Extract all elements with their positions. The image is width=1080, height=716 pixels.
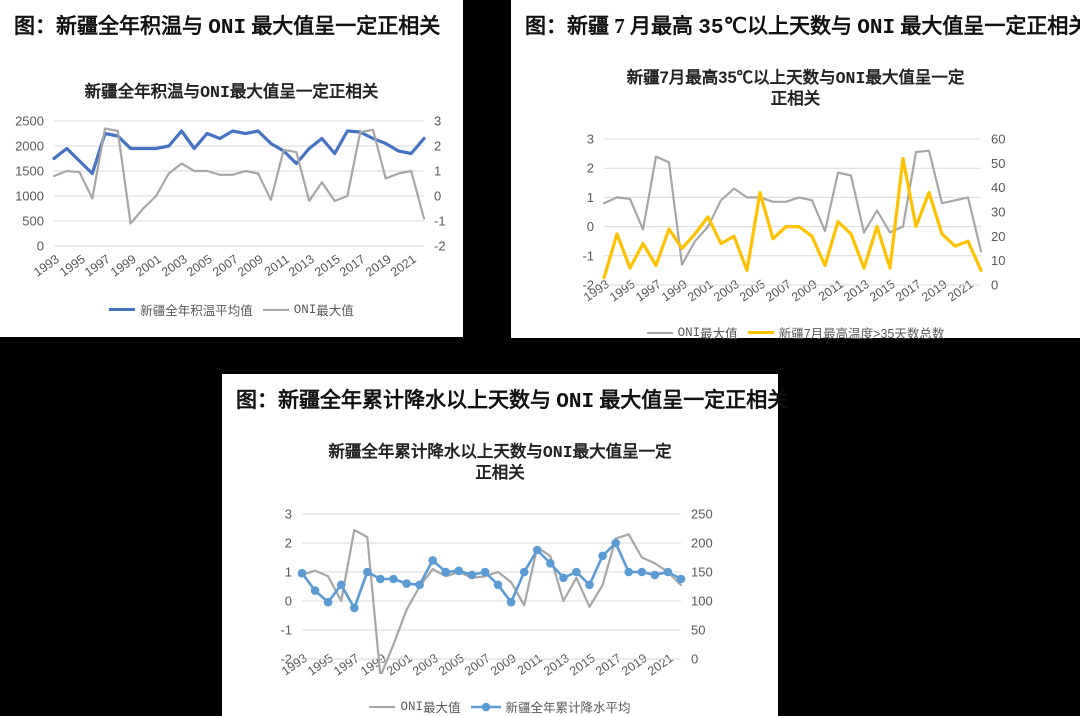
svg-text:1: 1 — [434, 164, 441, 179]
svg-text:-1: -1 — [582, 248, 594, 263]
svg-text:1000: 1000 — [15, 189, 44, 204]
svg-text:500: 500 — [22, 214, 44, 229]
svg-text:3: 3 — [434, 114, 441, 129]
svg-text:0: 0 — [691, 652, 698, 667]
svg-text:20: 20 — [991, 229, 1005, 244]
svg-text:0: 0 — [587, 219, 594, 234]
svg-text:50: 50 — [991, 156, 1005, 171]
svg-text:3: 3 — [587, 132, 594, 147]
svg-text:2: 2 — [285, 536, 292, 551]
svg-text:10: 10 — [991, 253, 1005, 268]
svg-text:2: 2 — [434, 139, 441, 154]
svg-text:-1: -1 — [434, 214, 446, 229]
svg-text:40: 40 — [991, 180, 1005, 195]
svg-text:250: 250 — [691, 507, 713, 522]
svg-text:0: 0 — [285, 594, 292, 609]
svg-text:200: 200 — [691, 536, 713, 551]
svg-text:2000: 2000 — [15, 139, 44, 154]
svg-text:-1: -1 — [280, 623, 292, 638]
svg-text:3: 3 — [285, 507, 292, 522]
svg-text:150: 150 — [691, 565, 713, 580]
svg-text:2: 2 — [587, 161, 594, 176]
svg-text:1500: 1500 — [15, 164, 44, 179]
svg-text:1: 1 — [587, 190, 594, 205]
svg-text:2500: 2500 — [15, 114, 44, 129]
svg-text:0: 0 — [434, 189, 441, 204]
svg-text:0: 0 — [991, 278, 998, 293]
svg-text:50: 50 — [691, 623, 705, 638]
svg-text:-2: -2 — [582, 278, 594, 293]
svg-text:-2: -2 — [280, 652, 292, 667]
svg-text:30: 30 — [991, 205, 1005, 220]
svg-text:100: 100 — [691, 594, 713, 609]
svg-text:1: 1 — [285, 565, 292, 580]
svg-text:-2: -2 — [434, 239, 446, 254]
svg-text:60: 60 — [991, 132, 1005, 147]
svg-text:0: 0 — [37, 239, 44, 254]
